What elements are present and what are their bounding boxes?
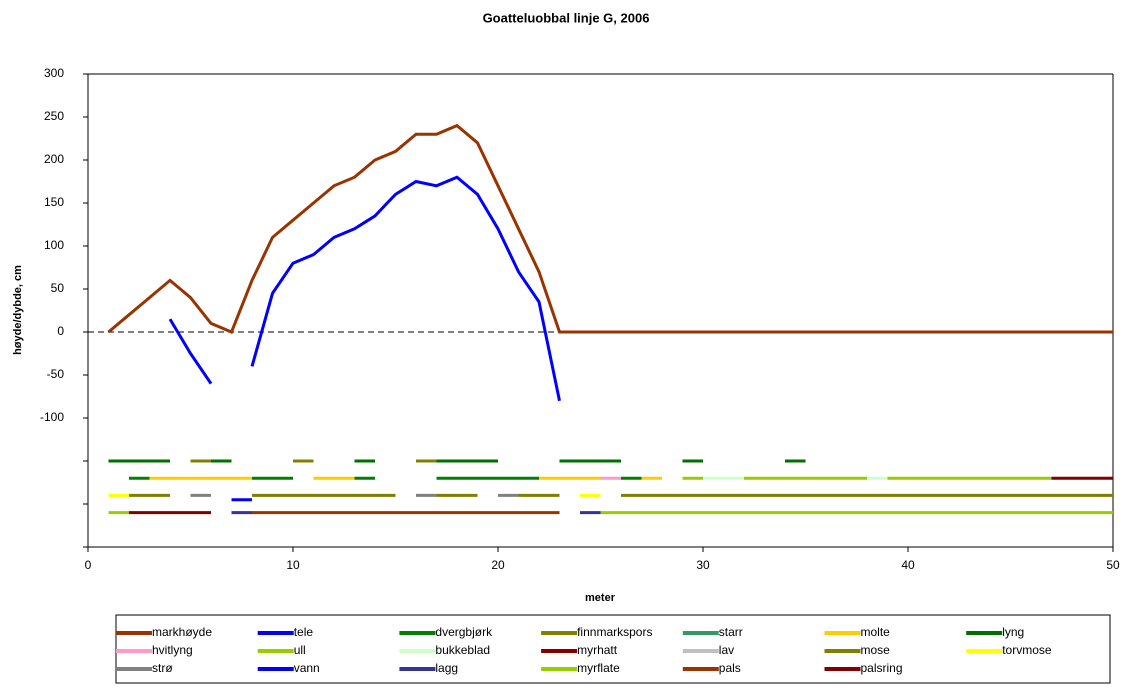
- y-tick-label: 300: [44, 66, 64, 80]
- legend-label: palsring: [861, 661, 903, 675]
- legend-label: ull: [294, 643, 306, 657]
- legend-label: myrflate: [577, 661, 620, 675]
- legend-label: dvergbjørk: [435, 625, 493, 639]
- y-tick-label: 250: [44, 109, 64, 123]
- y-tick-label: 0: [57, 324, 64, 338]
- y-tick-label: -100: [40, 410, 64, 424]
- legend-label: lagg: [435, 661, 458, 675]
- legend-label: bukkeblad: [435, 643, 490, 657]
- legend-label: torvmose: [1002, 643, 1052, 657]
- legend-label: mose: [861, 643, 891, 657]
- legend-label: markhøyde: [152, 625, 212, 639]
- y-tick-label: -50: [47, 367, 65, 381]
- x-tick-label: 50: [1106, 558, 1120, 572]
- y-axis-label: høyde/dybde, cm: [12, 265, 24, 355]
- x-tick-label: 10: [286, 558, 300, 572]
- y-tick-label: 50: [51, 281, 65, 295]
- legend-label: starr: [719, 625, 743, 639]
- legend-label: molte: [861, 625, 891, 639]
- x-tick-label: 40: [901, 558, 915, 572]
- x-axis-label: meter: [585, 592, 616, 604]
- legend-label: pals: [719, 661, 741, 675]
- legend-label: finnmarkspors: [577, 625, 652, 639]
- legend-label: lav: [719, 643, 734, 657]
- legend-label: hvitlyng: [152, 643, 193, 657]
- legend-label: vann: [294, 661, 320, 675]
- x-tick-label: 0: [85, 558, 92, 572]
- x-tick-label: 20: [491, 558, 505, 572]
- legend-label: strø: [152, 661, 173, 675]
- legend-label: tele: [294, 625, 314, 639]
- y-tick-label: 100: [44, 238, 64, 252]
- chart-title: Goatteluobbal linje G, 2006: [483, 10, 650, 25]
- series-line: [168, 175, 561, 402]
- y-tick-label: 200: [44, 152, 64, 166]
- legend-label: lyng: [1002, 625, 1024, 639]
- y-tick-label: 150: [44, 195, 64, 209]
- x-tick-label: 30: [696, 558, 710, 572]
- legend-label: myrhatt: [577, 643, 618, 657]
- series-line: [107, 123, 1113, 334]
